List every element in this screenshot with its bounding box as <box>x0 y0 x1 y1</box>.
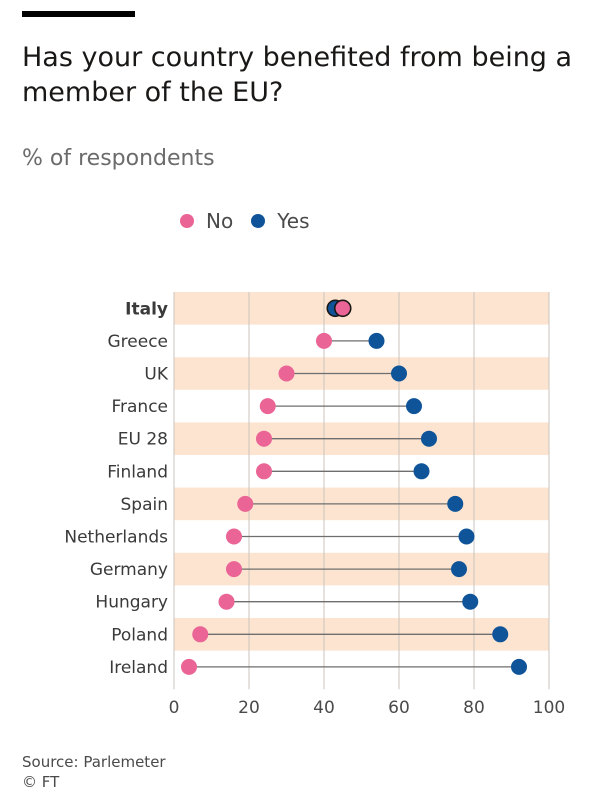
yes-point <box>447 495 464 512</box>
yes-point <box>413 463 430 480</box>
yes-point <box>421 430 437 447</box>
no-point <box>316 332 332 349</box>
yes-point <box>451 561 467 578</box>
category-label: Ireland <box>109 658 168 678</box>
legend-label-no: No <box>206 209 234 233</box>
legend-swatch-yes <box>251 214 266 228</box>
legend-label-yes: Yes <box>277 209 310 233</box>
category-label: Spain <box>121 495 169 515</box>
no-point <box>256 463 272 480</box>
legend: No Yes <box>180 209 328 233</box>
source-text: Source: Parlemeter <box>22 753 166 771</box>
category-label: France <box>111 397 168 417</box>
source-note: Source: Parlemeter © FT <box>22 752 166 792</box>
category-label: Netherlands <box>64 528 168 548</box>
x-tick-label: 80 <box>463 698 485 718</box>
category-label: Italy <box>125 299 168 319</box>
chart-title: Has your country benefited from being a … <box>22 42 573 108</box>
yes-point <box>492 626 509 643</box>
category-label: Germany <box>90 560 168 580</box>
x-tick-label: 0 <box>169 698 180 718</box>
x-tick-label: 40 <box>313 698 335 718</box>
category-label: Hungary <box>95 593 168 613</box>
top-rule <box>22 11 135 17</box>
dot-range-chart: 0 20 40 60 80 100 Italy Greece UK France EU 28 Finl… <box>64 292 565 718</box>
no-point <box>192 626 209 643</box>
no-point <box>333 299 352 318</box>
no-point <box>218 593 235 610</box>
category-label: Poland <box>111 625 168 645</box>
yes-point <box>458 528 475 545</box>
no-point <box>226 528 242 545</box>
no-point <box>278 365 295 382</box>
category-label: UK <box>144 365 168 385</box>
no-point <box>259 398 276 415</box>
yes-point <box>391 365 407 382</box>
category-label: Greece <box>107 332 168 352</box>
x-tick-label: 20 <box>238 698 260 718</box>
row-band <box>174 292 549 325</box>
no-point <box>256 430 272 447</box>
legend-swatch-no <box>180 214 194 228</box>
chart-subtitle: % of respondents <box>22 146 215 171</box>
yes-point <box>462 593 479 610</box>
legend-item-no: No <box>180 209 233 233</box>
yes-point <box>368 332 385 349</box>
yes-point <box>511 658 527 675</box>
no-point <box>226 561 242 578</box>
category-label: Finland <box>107 462 168 482</box>
x-tick-label: 100 <box>533 698 565 718</box>
legend-item-yes: Yes <box>251 209 310 233</box>
no-point <box>237 495 254 512</box>
yes-point <box>406 398 422 415</box>
category-label: EU 28 <box>118 430 168 450</box>
no-point <box>181 658 197 675</box>
copyright-text: © FT <box>22 773 60 791</box>
x-tick-label: 60 <box>388 698 410 718</box>
